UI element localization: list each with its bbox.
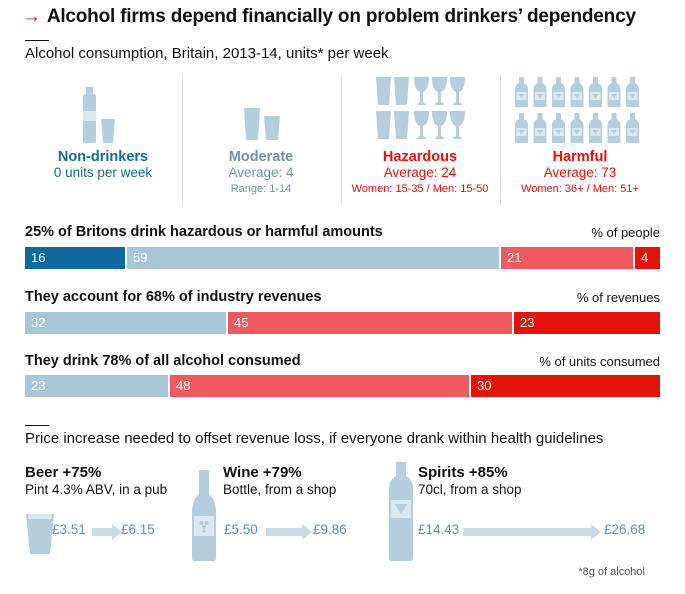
drink-desc: Bottle, from a shop (223, 482, 337, 497)
stacked-bar-revenues: 32 45 23 (25, 312, 660, 334)
drink-name: Beer +75% (25, 464, 102, 481)
consumption-title: Alcohol consumption, Britain, 2013-14, u… (25, 45, 389, 62)
spirits-price-to: £26.68 (604, 522, 646, 537)
chart-title: → Alcohol firms depend financially on pro… (22, 6, 636, 28)
category-range: Range: 1-14 (230, 182, 292, 195)
drink-wine: Wine +79% Bottle, from a shop (223, 464, 336, 497)
drink-name: Spirits +85% (418, 464, 508, 481)
category-non-drinkers: Non-drinkers 0 units per week (28, 149, 178, 181)
hazardous-glasses-icon (376, 77, 465, 139)
bar-label: 25% of Britons drink hazardous or harmfu… (25, 224, 383, 240)
drink-desc: 70cl, from a shop (418, 482, 522, 497)
section-rule (25, 40, 49, 41)
bar-segment-moderate: 59 (127, 247, 499, 269)
bar-segment-moderate: 23 (25, 375, 168, 397)
wine-price-from: £5.50 (224, 522, 258, 537)
bar-segment-harmful: 4 (635, 247, 660, 269)
price-arrow-icon (92, 524, 122, 540)
drink-desc: Pint 4.3% ABV, in a pub (25, 482, 168, 497)
category-hazardous: Hazardous Average: 24 Women: 15-35 / Men… (345, 149, 495, 195)
stacked-bar-people: 16 59 21 4 (25, 247, 660, 269)
bar-unit: % of revenues (576, 290, 660, 305)
bar-segment-non-drinkers: 16 (25, 247, 125, 269)
category-average: Average: 73 (543, 164, 617, 180)
price-title: Price increase needed to offset revenue … (25, 430, 604, 447)
bar-segment-hazardous: 48 (170, 375, 469, 397)
bar-unit: % of units consumed (539, 354, 660, 369)
wine-bottle-icon (192, 470, 216, 561)
category-name: Hazardous (382, 149, 458, 165)
category-range: Women: 15-35 / Men: 15-50 (351, 182, 489, 195)
vodka-bottle-icon (389, 462, 413, 561)
harmful-bottles-icon (515, 77, 639, 143)
beer-price-from: £3.51 (52, 522, 86, 537)
category-range: Women: 36+ / Men: 51+ (521, 182, 639, 195)
price-arrow-icon (266, 524, 312, 540)
wine-price-to: £9.86 (313, 522, 347, 537)
beer-price-to: £6.15 (121, 522, 155, 537)
bar-label: They account for 68% of industry revenue… (25, 289, 322, 305)
category-average: Average: 24 (383, 164, 457, 180)
drink-spirits: Spirits +85% 70cl, from a shop (418, 464, 522, 497)
drink-beer: Beer +75% Pint 4.3% ABV, in a pub (25, 464, 167, 497)
bar-segment-harmful: 30 (471, 375, 660, 397)
section-rule (25, 425, 49, 426)
spirits-price-from: £14.43 (418, 522, 460, 537)
moderate-glasses-icon (244, 108, 280, 140)
category-average: 0 units per week (53, 164, 153, 180)
pint-glass-icon (26, 514, 54, 554)
category-moderate: Moderate Average: 4 Range: 1-14 (186, 149, 336, 195)
drink-name: Wine +79% (223, 464, 302, 481)
footnote: *8g of alcohol (578, 566, 645, 578)
chart-title-text: Alcohol firms depend financially on prob… (46, 6, 636, 27)
category-divider (182, 76, 183, 204)
category-name: Non-drinkers (57, 149, 149, 165)
bar-segment-harmful: 23 (514, 312, 660, 334)
price-arrow-icon (463, 524, 601, 540)
category-name: Harmful (552, 149, 608, 165)
category-divider (500, 76, 501, 204)
bar-segment-hazardous: 45 (228, 312, 512, 334)
bar-segment-moderate: 32 (25, 312, 226, 334)
bar-segment-hazardous: 21 (501, 247, 633, 269)
bar-unit: % of people (591, 225, 660, 240)
category-average: Average: 4 (228, 164, 294, 180)
water-bottle-glass-icon (83, 87, 115, 143)
stacked-bar-units: 23 48 30 (25, 375, 660, 397)
title-arrow-icon: → (22, 6, 41, 27)
category-harmful: Harmful Average: 73 Women: 36+ / Men: 51… (505, 149, 655, 195)
category-name: Moderate (228, 149, 294, 165)
category-divider (341, 76, 342, 204)
bar-label: They drink 78% of all alcohol consumed (25, 353, 301, 369)
